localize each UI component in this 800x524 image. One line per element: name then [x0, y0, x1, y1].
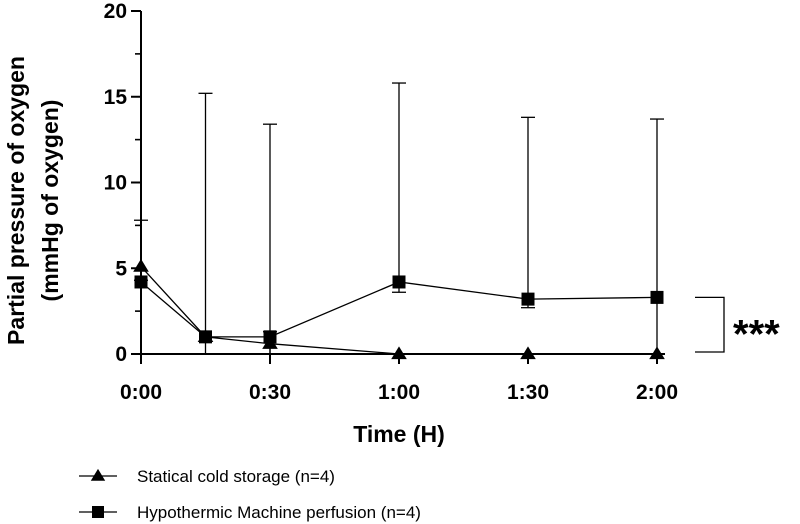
x-tick-label: 0:30	[249, 381, 291, 404]
significance-bracket	[695, 296, 725, 353]
data-point-square	[392, 275, 406, 289]
data-point-square	[199, 330, 212, 344]
data-point-square	[263, 330, 277, 344]
significance-label: ***	[733, 313, 780, 357]
x-tick-label: 1:30	[507, 381, 549, 404]
y-tick-label: 5	[115, 257, 127, 280]
data-point-triangle	[391, 346, 407, 360]
legend-marker-square	[92, 506, 104, 518]
y-tick-label: 0	[115, 343, 127, 366]
x-axis-title: Time (H)	[353, 421, 445, 447]
axes: 0 5 10 15 20 0:00 0:30 1:00 1:30 2:00 Time (H) Part…	[3, 0, 780, 447]
x-tick-label: 2:00	[636, 381, 678, 404]
data-point-triangle	[649, 346, 665, 360]
legend-marker-triangle	[90, 468, 106, 481]
y-tick-label: 20	[104, 0, 127, 23]
y-axis-units: (mmHg of oxygen)	[37, 100, 63, 302]
data-point-triangle	[520, 346, 536, 360]
legend-label: Statical cold storage (n=4)	[137, 467, 335, 486]
legend-label: Hypothermic Machine perfusion (n=4)	[137, 503, 421, 522]
y-tick-label: 10	[104, 172, 127, 195]
series-line-square	[140, 281, 658, 338]
y-tick-label: 15	[104, 86, 128, 109]
x-tick-label: 1:00	[378, 381, 420, 404]
plot-area	[133, 82, 665, 360]
x-tick-label: 0:00	[120, 381, 162, 404]
y-axis-title: Partial pressure of oxygen	[3, 56, 29, 345]
legend: Statical cold storage (n=4) Hypothermic M…	[79, 467, 421, 522]
data-point-square	[650, 290, 664, 304]
data-point-square	[521, 292, 535, 306]
